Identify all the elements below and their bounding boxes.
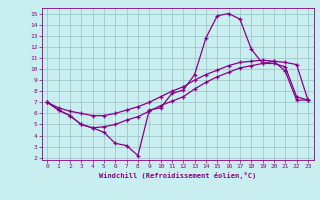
X-axis label: Windchill (Refroidissement éolien,°C): Windchill (Refroidissement éolien,°C) bbox=[99, 172, 256, 179]
